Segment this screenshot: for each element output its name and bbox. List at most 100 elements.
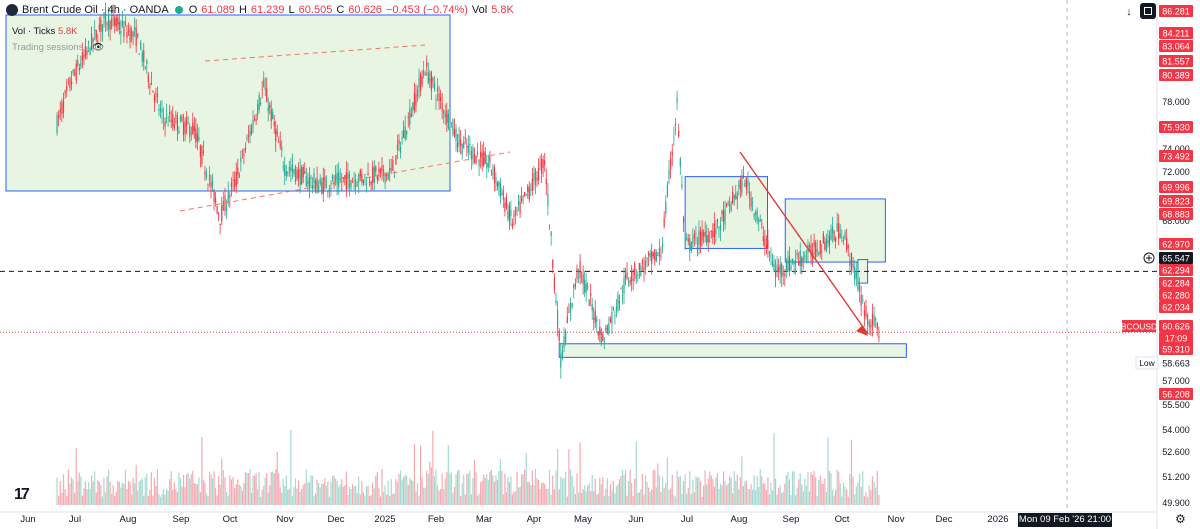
candle-body[interactable] bbox=[123, 26, 125, 37]
candle-body[interactable] bbox=[403, 130, 405, 138]
candle-body[interactable] bbox=[222, 200, 224, 211]
candle-body[interactable] bbox=[795, 260, 797, 265]
candle-body[interactable] bbox=[602, 333, 604, 342]
candle-body[interactable] bbox=[94, 30, 96, 31]
candle-body[interactable] bbox=[617, 294, 619, 310]
candle-body[interactable] bbox=[364, 174, 366, 175]
candle-body[interactable] bbox=[199, 145, 201, 157]
candle-body[interactable] bbox=[272, 111, 274, 120]
candle-body[interactable] bbox=[297, 169, 300, 179]
candle-body[interactable] bbox=[681, 184, 683, 188]
candle-body[interactable] bbox=[172, 113, 174, 126]
candle-body[interactable] bbox=[855, 271, 857, 279]
candle-body[interactable] bbox=[838, 222, 840, 239]
candle-body[interactable] bbox=[804, 254, 806, 259]
candle-body[interactable] bbox=[865, 306, 867, 317]
candle-body[interactable] bbox=[355, 179, 357, 188]
candle-body[interactable] bbox=[742, 175, 744, 178]
candle-body[interactable] bbox=[146, 60, 148, 64]
candle-body[interactable] bbox=[841, 236, 843, 238]
candle-body[interactable] bbox=[735, 193, 737, 199]
candle-body[interactable] bbox=[528, 187, 530, 200]
candle-body[interactable] bbox=[696, 247, 699, 249]
candle-body[interactable] bbox=[359, 170, 361, 177]
candle-body[interactable] bbox=[72, 69, 74, 73]
candle-body[interactable] bbox=[240, 157, 242, 163]
candle-body[interactable] bbox=[412, 102, 414, 111]
candle-body[interactable] bbox=[782, 273, 784, 275]
candle-body[interactable] bbox=[201, 146, 203, 164]
candle-body[interactable] bbox=[726, 203, 728, 206]
candle-body[interactable] bbox=[255, 118, 257, 121]
candle-body[interactable] bbox=[842, 239, 844, 242]
candle-body[interactable] bbox=[505, 197, 507, 208]
candle-body[interactable] bbox=[727, 201, 729, 203]
candle-body[interactable] bbox=[510, 209, 512, 217]
candle-body[interactable] bbox=[238, 174, 240, 178]
candle-body[interactable] bbox=[557, 309, 559, 329]
down-arrow-line[interactable] bbox=[739, 151, 869, 335]
candle-body[interactable] bbox=[112, 15, 114, 17]
candle-body[interactable] bbox=[873, 315, 875, 326]
candle-body[interactable] bbox=[597, 331, 599, 336]
candle-body[interactable] bbox=[338, 172, 340, 187]
candle-body[interactable] bbox=[100, 19, 102, 32]
candle-body[interactable] bbox=[252, 119, 254, 126]
candle-body[interactable] bbox=[263, 78, 265, 87]
candle-body[interactable] bbox=[70, 81, 73, 85]
candle-body[interactable] bbox=[299, 168, 301, 185]
candle-body[interactable] bbox=[66, 86, 68, 91]
candle-body[interactable] bbox=[103, 12, 105, 19]
support-zone[interactable] bbox=[558, 343, 907, 358]
candle-body[interactable] bbox=[367, 173, 369, 176]
candle-body[interactable] bbox=[525, 194, 527, 195]
candle-body[interactable] bbox=[489, 156, 491, 163]
candle-body[interactable] bbox=[406, 130, 408, 135]
candle-body[interactable] bbox=[660, 255, 662, 257]
candle-body[interactable] bbox=[631, 270, 633, 282]
candle-body[interactable] bbox=[455, 128, 457, 141]
candle-body[interactable] bbox=[159, 108, 162, 112]
candle-body[interactable] bbox=[316, 177, 318, 188]
candle-body[interactable] bbox=[611, 311, 613, 324]
candle-body[interactable] bbox=[373, 167, 375, 184]
candle-body[interactable] bbox=[120, 31, 122, 34]
candle-body[interactable] bbox=[179, 116, 182, 121]
candle-body[interactable] bbox=[651, 250, 653, 264]
candle-body[interactable] bbox=[756, 210, 758, 221]
range-zone-sep-oct-2025[interactable] bbox=[784, 198, 886, 263]
candle-body[interactable] bbox=[162, 118, 165, 120]
candle-body[interactable] bbox=[475, 155, 477, 163]
candle-body[interactable] bbox=[584, 279, 586, 293]
candle-body[interactable] bbox=[257, 104, 259, 115]
candle-body[interactable] bbox=[857, 278, 859, 291]
candle-body[interactable] bbox=[833, 231, 835, 241]
candle-body[interactable] bbox=[219, 223, 221, 226]
candle-body[interactable] bbox=[629, 280, 631, 285]
candle-body[interactable] bbox=[581, 272, 583, 274]
candle-body[interactable] bbox=[184, 121, 186, 134]
candle-body[interactable] bbox=[395, 155, 397, 165]
candle-body[interactable] bbox=[550, 231, 552, 236]
candle-body[interactable] bbox=[563, 335, 565, 348]
candle-body[interactable] bbox=[658, 248, 660, 257]
candle-body[interactable] bbox=[106, 23, 108, 25]
candle-body[interactable] bbox=[799, 250, 801, 266]
candle-body[interactable] bbox=[637, 274, 639, 276]
candle-body[interactable] bbox=[59, 108, 61, 113]
candle-body[interactable] bbox=[644, 260, 647, 269]
candle-body[interactable] bbox=[657, 255, 659, 256]
candle-body[interactable] bbox=[484, 152, 486, 164]
candle-body[interactable] bbox=[266, 88, 268, 102]
support-trendline[interactable] bbox=[179, 151, 511, 212]
candle-body[interactable] bbox=[135, 27, 137, 47]
candle-body[interactable] bbox=[745, 177, 748, 189]
candle-body[interactable] bbox=[193, 125, 195, 132]
candle-body[interactable] bbox=[566, 316, 568, 324]
candle-body[interactable] bbox=[587, 285, 589, 287]
candle-body[interactable] bbox=[399, 147, 402, 153]
candle-body[interactable] bbox=[282, 166, 284, 167]
candle-body[interactable] bbox=[606, 325, 608, 334]
candle-body[interactable] bbox=[767, 239, 769, 248]
candle-body[interactable] bbox=[307, 181, 309, 184]
